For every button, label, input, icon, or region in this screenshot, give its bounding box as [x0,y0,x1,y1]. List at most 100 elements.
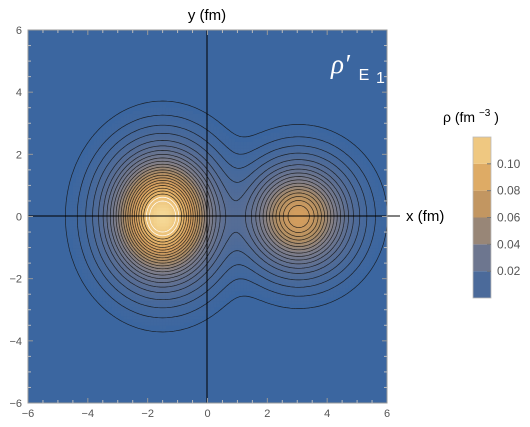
density-cell [282,260,286,264]
density-cell [129,185,134,190]
density-cell [165,154,170,159]
density-cell [231,176,236,180]
density-cell [225,238,230,242]
density-cell [285,148,289,152]
density-cell [213,213,218,218]
density-cell [321,200,325,205]
density-cell [327,263,331,267]
density-cell [234,269,239,274]
density-cell [111,232,116,236]
density-cell [180,281,185,286]
density-cell [288,269,292,274]
density-cell [87,260,92,264]
density-cell [288,172,292,177]
density-cell [309,210,313,214]
density-cell [174,235,179,239]
density-cell [153,200,158,205]
density-cell [279,204,283,208]
density-cell [324,250,328,255]
density-cell [291,222,295,227]
density-cell [69,216,74,221]
density-cell [156,275,161,280]
density-cell [117,222,122,227]
density-cell [279,250,283,255]
density-cell [237,213,242,218]
density-cell [270,207,274,211]
density-cell [183,228,188,233]
density-cell [138,300,143,305]
density-cell [303,172,307,177]
density-cell [207,297,212,302]
density-cell [183,244,188,249]
density-cell [90,256,95,261]
density-cell [81,163,86,168]
density-cell [264,219,268,224]
density-cell [303,256,307,261]
density-cell [207,306,212,311]
density-cell [126,179,131,183]
density-cell [300,291,304,295]
density-cell [174,322,179,326]
density-cell [258,225,262,230]
density-cell [207,135,212,140]
density-cell [300,300,304,305]
density-cell [117,148,122,152]
density-cell [123,278,128,283]
density-cell [102,256,107,261]
density-cell [186,263,191,267]
density-cell [243,169,247,174]
density-cell [156,228,161,233]
density-cell [219,232,224,236]
density-cell [318,297,322,302]
density-cell [291,200,295,205]
density-cell [141,145,146,149]
density-cell [105,300,110,305]
density-cell [180,263,185,267]
density-cell [264,281,268,286]
density-cell [318,157,322,162]
density-field [69,104,385,329]
density-cell [285,244,289,249]
density-cell [129,141,134,146]
density-cell [96,185,101,190]
density-cell [117,188,122,193]
density-cell [117,157,122,162]
density-cell [312,244,316,249]
density-cell [105,154,110,159]
density-cell [99,225,104,230]
density-cell [288,275,292,280]
density-cell [165,235,170,239]
density-cell [135,166,140,171]
density-cell [168,117,173,121]
density-cell [93,244,98,249]
density-cell [84,185,89,190]
density-cell [282,272,286,277]
density-cell [228,213,233,218]
density-cell [294,141,298,146]
density-cell [231,228,236,233]
density-cell [270,194,274,199]
density-cell [312,291,316,295]
density-cell [303,176,307,180]
density-cell [132,207,137,211]
density-cell [114,157,119,162]
density-cell [132,135,137,140]
density-cell [273,154,277,159]
density-cell [165,113,170,118]
density-cell [153,160,158,165]
density-cell [195,263,200,267]
density-cell [240,216,244,221]
density-cell [174,210,179,214]
density-cell [180,319,185,323]
density-cell [291,297,295,302]
density-cell [315,163,319,168]
density-cell [78,256,83,261]
density-cell [315,176,319,180]
density-cell [165,169,170,174]
density-cell [96,266,101,270]
density-cell [114,247,119,252]
density-cell [189,291,194,295]
density-cell [102,194,107,199]
density-cell [123,312,128,317]
density-cell [84,235,89,239]
